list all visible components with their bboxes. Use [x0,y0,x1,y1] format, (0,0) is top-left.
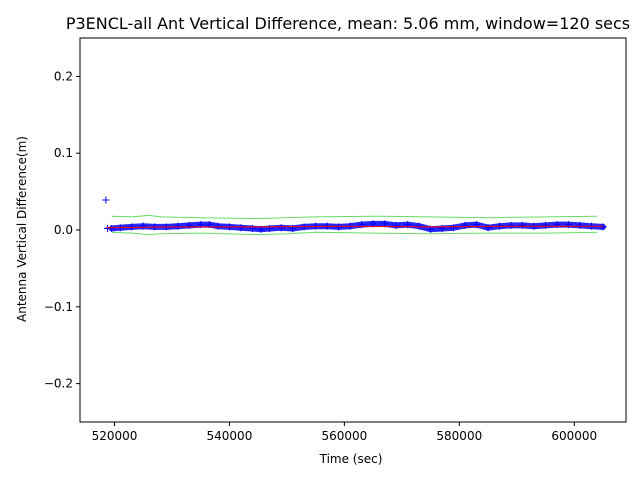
y-tick-label: 0.0 [54,223,73,237]
axes-layer: 520000 540000 560000 580000 600000 0.2 0.1 0.0 −… [44,37,627,443]
y-axis-label: Antenna Vertical Difference(m) [15,136,29,322]
x-axis-label: Time (sec) [319,452,383,466]
x-tick-label: 600000 [551,429,597,443]
y-tick-label: 0.1 [54,146,73,160]
y-tick-label: −0.2 [44,377,73,391]
x-tick-label: 520000 [92,429,138,443]
series-2-line [111,214,598,220]
x-tick-label: 560000 [321,429,367,443]
plot-area [80,38,626,422]
y-tick-label: −0.1 [44,300,73,314]
data-point [102,196,110,204]
series-1-line [105,225,603,229]
series-layer [102,196,607,236]
chart-title: P3ENCL-all Ant Vertical Difference, mean… [66,14,630,33]
y-tick-label: 0.2 [54,69,73,83]
x-tick-label: 580000 [436,429,482,443]
plot-background [80,38,626,422]
series-3-line [111,231,598,236]
x-tick-label: 540000 [207,429,253,443]
